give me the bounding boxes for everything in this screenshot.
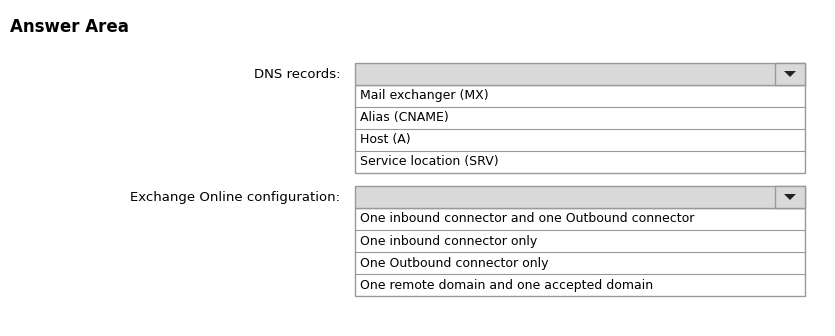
Text: Exchange Online configuration:: Exchange Online configuration: [130,192,340,205]
Text: Service location (SRV): Service location (SRV) [360,156,498,168]
Text: DNS records:: DNS records: [254,69,340,82]
Text: Host (A): Host (A) [360,133,411,146]
Polygon shape [784,71,796,77]
Bar [775,186,805,208]
Text: One inbound connector and one Outbound connector: One inbound connector and one Outbound c… [360,212,695,225]
Polygon shape [784,194,796,200]
Bar [355,85,805,173]
Bar [355,186,805,208]
Text: Mail exchanger (MX): Mail exchanger (MX) [360,89,488,102]
Bar [355,63,805,85]
Text: Answer Area: Answer Area [10,18,129,36]
Text: One inbound connector only: One inbound connector only [360,235,537,248]
Text: Alias (CNAME): Alias (CNAME) [360,112,448,125]
Text: One remote domain and one accepted domain: One remote domain and one accepted domai… [360,279,653,292]
Text: One Outbound connector only: One Outbound connector only [360,256,549,269]
Bar [775,63,805,85]
Bar [355,208,805,296]
